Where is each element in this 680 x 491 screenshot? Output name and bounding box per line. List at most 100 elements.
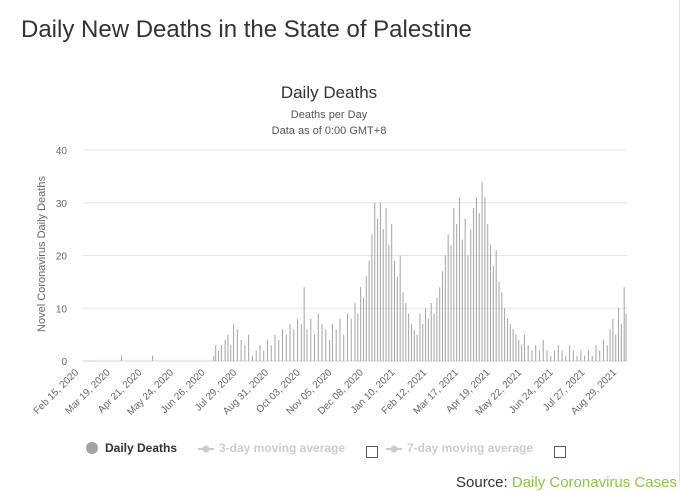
bar bbox=[339, 318, 341, 361]
bar bbox=[255, 350, 257, 361]
legend-item-3-day-moving-average[interactable]: 3-day moving average bbox=[198, 441, 345, 455]
bar bbox=[357, 313, 359, 361]
bar bbox=[427, 318, 429, 361]
bar bbox=[595, 345, 597, 361]
bar bbox=[425, 308, 427, 361]
bar bbox=[346, 313, 348, 361]
bar bbox=[310, 318, 312, 361]
bar bbox=[385, 208, 387, 361]
y-axis-label: Novel Coronavirus Daily Deaths bbox=[36, 176, 48, 332]
bar bbox=[554, 350, 556, 361]
bar bbox=[405, 302, 407, 361]
bar bbox=[580, 350, 582, 361]
bar bbox=[576, 355, 578, 361]
bar bbox=[523, 334, 525, 361]
bar bbox=[495, 250, 497, 361]
bar bbox=[546, 350, 548, 361]
bar bbox=[475, 197, 477, 361]
chart-subtitle-line-2: Data as of 0:00 GMT+8 bbox=[272, 125, 387, 137]
bar bbox=[399, 255, 401, 361]
bar bbox=[293, 329, 295, 361]
bar bbox=[335, 329, 337, 361]
y-tick-label: 40 bbox=[56, 146, 68, 157]
bar bbox=[478, 213, 480, 361]
bar bbox=[227, 334, 229, 361]
toggle-7-day-average-checkbox[interactable] bbox=[554, 446, 566, 458]
bar bbox=[317, 313, 319, 361]
bar bbox=[481, 181, 483, 361]
bar bbox=[248, 334, 250, 361]
bar bbox=[274, 334, 276, 361]
bar bbox=[625, 313, 627, 361]
bar bbox=[297, 318, 299, 361]
bar bbox=[325, 329, 327, 361]
bar bbox=[561, 350, 563, 361]
bar bbox=[413, 329, 415, 361]
bar bbox=[360, 287, 362, 361]
bar bbox=[487, 223, 489, 361]
bar bbox=[394, 260, 396, 361]
bar bbox=[396, 276, 398, 361]
bar bbox=[213, 355, 215, 361]
page-title: Daily New Deaths in the State of Palesti… bbox=[21, 16, 472, 43]
y-tick-label: 20 bbox=[56, 252, 68, 263]
legend-item-7-day-moving-average[interactable]: 7-day moving average bbox=[386, 441, 533, 455]
bar bbox=[444, 255, 446, 361]
toggle-3-day-average-checkbox[interactable] bbox=[366, 446, 378, 458]
bar bbox=[374, 202, 376, 361]
bar bbox=[433, 313, 435, 361]
bar bbox=[416, 334, 418, 361]
bar bbox=[391, 223, 393, 361]
bar bbox=[492, 266, 494, 361]
bar bbox=[439, 287, 441, 361]
bar bbox=[584, 355, 586, 361]
bar bbox=[509, 324, 511, 361]
bar bbox=[484, 197, 486, 361]
y-tick-labels: 0 10 20 30 40 bbox=[56, 146, 68, 368]
bar bbox=[521, 345, 523, 361]
bar bbox=[430, 302, 432, 361]
bar bbox=[410, 324, 412, 361]
bar bbox=[467, 255, 469, 361]
bar bbox=[550, 355, 552, 361]
bar bbox=[450, 244, 452, 361]
bar bbox=[515, 334, 517, 361]
bar bbox=[259, 345, 261, 361]
y-tick-label: 30 bbox=[56, 199, 68, 210]
bar bbox=[303, 287, 305, 361]
bar bbox=[535, 345, 537, 361]
bar bbox=[329, 339, 331, 361]
bar bbox=[218, 350, 220, 361]
bar bbox=[362, 297, 364, 361]
bar bbox=[350, 318, 352, 361]
bar bbox=[447, 234, 449, 361]
bar bbox=[402, 292, 404, 361]
legend-marker-daily-deaths bbox=[86, 442, 98, 454]
bar bbox=[557, 345, 559, 361]
bar bbox=[618, 308, 620, 361]
legend-item-daily-deaths[interactable]: Daily Deaths bbox=[86, 441, 177, 455]
bar bbox=[569, 345, 571, 361]
bar bbox=[233, 324, 235, 361]
bar bbox=[458, 197, 460, 361]
bar bbox=[321, 324, 323, 361]
bar bbox=[456, 223, 458, 361]
legend-label-3-day-moving-average: 3-day moving average bbox=[219, 441, 345, 455]
bar bbox=[224, 339, 226, 361]
bar bbox=[251, 355, 253, 361]
bar bbox=[263, 350, 265, 361]
bar bbox=[365, 276, 367, 361]
bar bbox=[501, 292, 503, 361]
bar bbox=[542, 339, 544, 361]
bar bbox=[572, 350, 574, 361]
bar bbox=[379, 202, 381, 361]
bar bbox=[300, 324, 302, 361]
legend-label-daily-deaths: Daily Deaths bbox=[105, 441, 177, 455]
bar bbox=[470, 229, 472, 361]
bars bbox=[121, 181, 627, 361]
bar bbox=[215, 345, 217, 361]
legend-label-7-day-moving-average: 7-day moving average bbox=[407, 441, 533, 455]
bar bbox=[371, 234, 373, 361]
bar bbox=[282, 329, 284, 361]
